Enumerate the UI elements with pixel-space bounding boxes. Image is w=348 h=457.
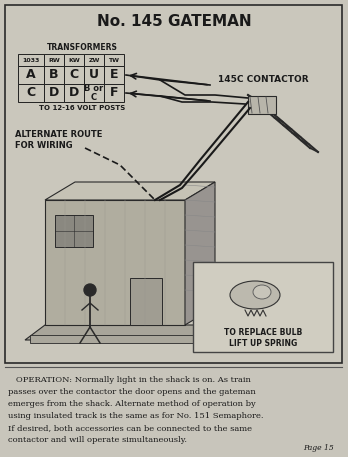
Bar [18, 66, 44, 84]
Bar [64, 54, 84, 66]
Text: emerges from the shack. Alternate method of operation by: emerges from the shack. Alternate method… [8, 400, 256, 408]
Bar [44, 84, 64, 102]
Text: If desired, both accessories can be connected to the same: If desired, both accessories can be conn… [8, 424, 252, 432]
Text: D: D [69, 86, 79, 100]
Text: No. 145 GATEMAN: No. 145 GATEMAN [97, 15, 251, 30]
Circle shape [84, 284, 96, 296]
Polygon shape [45, 182, 215, 200]
Polygon shape [25, 325, 215, 340]
Bar [104, 84, 124, 102]
Text: E: E [110, 69, 118, 81]
Bar [193, 262, 333, 352]
Text: KW: KW [68, 58, 80, 63]
Text: U: U [89, 69, 99, 81]
Text: TRANSFORMERS: TRANSFORMERS [47, 43, 117, 53]
Bar [104, 66, 124, 84]
Text: C: C [70, 69, 79, 81]
Bar [130, 278, 162, 325]
Bar [5, 5, 342, 363]
Text: ZW: ZW [88, 58, 100, 63]
Polygon shape [45, 200, 185, 325]
Bar [18, 84, 44, 102]
Text: passes over the contactor the door opens and the gateman: passes over the contactor the door opens… [8, 388, 256, 396]
Bar [104, 54, 124, 66]
Bar [44, 66, 64, 84]
Text: 1033: 1033 [22, 58, 40, 63]
Bar [18, 54, 44, 66]
Ellipse shape [253, 285, 271, 299]
Text: Page 15: Page 15 [303, 444, 334, 452]
Bar [84, 66, 104, 84]
Text: 145C CONTACTOR: 145C CONTACTOR [218, 75, 309, 85]
Text: RW: RW [48, 58, 60, 63]
Ellipse shape [230, 281, 280, 309]
Text: TO REPLACE BULB
LIFT UP SPRING: TO REPLACE BULB LIFT UP SPRING [224, 328, 302, 348]
Bar [248, 96, 276, 114]
Bar [55, 215, 93, 247]
Text: C: C [26, 86, 35, 100]
Text: OPERATION: Normally light in the shack is on. As train: OPERATION: Normally light in the shack i… [8, 376, 251, 384]
Polygon shape [185, 182, 215, 325]
Text: TO 12-16 VOLT POSTS: TO 12-16 VOLT POSTS [39, 105, 125, 111]
Text: TW: TW [109, 58, 119, 63]
Text: B: B [49, 69, 59, 81]
Bar [30, 335, 200, 343]
Text: A: A [26, 69, 36, 81]
Text: F: F [110, 86, 118, 100]
Text: B or
C: B or C [84, 85, 104, 101]
Bar [84, 84, 104, 102]
Text: D: D [49, 86, 59, 100]
Bar [44, 54, 64, 66]
Bar [84, 54, 104, 66]
Bar [64, 66, 84, 84]
Text: using insulated track is the same as for No. 151 Semaphore.: using insulated track is the same as for… [8, 412, 263, 420]
Text: contactor and will operate simultaneously.: contactor and will operate simultaneousl… [8, 436, 187, 444]
Bar [64, 84, 84, 102]
Text: ALTERNATE ROUTE
FOR WIRING: ALTERNATE ROUTE FOR WIRING [15, 130, 102, 150]
